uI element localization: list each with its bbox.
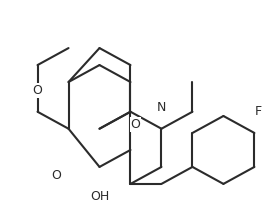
Text: N: N <box>157 101 166 114</box>
Text: OH: OH <box>90 190 109 203</box>
Text: O: O <box>51 169 61 182</box>
Text: O: O <box>32 84 43 97</box>
Text: F: F <box>254 105 262 118</box>
Text: O: O <box>130 118 140 131</box>
